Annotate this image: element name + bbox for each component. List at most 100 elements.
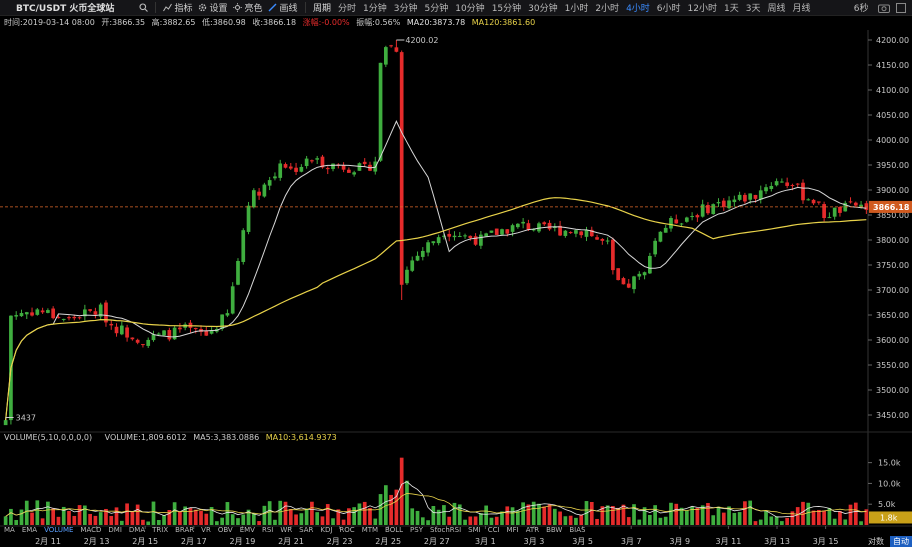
- timeframe-button[interactable]: 6小时: [656, 4, 681, 14]
- indicator-tab[interactable]: BBW: [546, 526, 563, 534]
- indicator-tab[interactable]: EMA: [21, 526, 38, 534]
- volume-bar: [251, 513, 256, 525]
- volume-bar: [405, 480, 409, 525]
- indicator-tab[interactable]: MFI: [506, 526, 519, 534]
- volume-bar: [626, 517, 631, 525]
- volume-bar: [378, 494, 383, 525]
- timeframe-button[interactable]: 3天: [745, 4, 761, 14]
- candle-body: [801, 182, 805, 201]
- timeframe-button[interactable]: 月线: [792, 4, 811, 14]
- candle-body: [426, 242, 430, 253]
- timeframe-button[interactable]: 2小时: [595, 4, 620, 14]
- candle-body: [51, 308, 56, 319]
- candle-body: [19, 313, 24, 317]
- volume-bar: [605, 505, 610, 525]
- candle-body: [780, 181, 784, 183]
- indicator-tab[interactable]: MTM: [361, 526, 379, 534]
- timeframe-button[interactable]: 15分钟: [491, 4, 522, 14]
- volume-bar: [373, 518, 378, 525]
- camera-icon[interactable]: [878, 3, 890, 13]
- timeframe-button[interactable]: 10分钟: [455, 4, 485, 14]
- candle-body: [732, 199, 737, 203]
- volume-bar: [35, 500, 40, 525]
- indicator-tab[interactable]: OBV: [217, 526, 233, 534]
- candle-body: [600, 239, 605, 241]
- indicator-tab[interactable]: TRIX: [152, 526, 169, 534]
- indicator-tab[interactable]: KDJ: [320, 526, 333, 534]
- indicator-tab[interactable]: StochRSI: [430, 526, 462, 534]
- volume-bar: [611, 505, 615, 525]
- indicator-tab[interactable]: DMA: [128, 526, 146, 534]
- volume-bar: [273, 519, 277, 525]
- fullscreen-icon[interactable]: [896, 2, 906, 13]
- volume-bar: [162, 515, 166, 525]
- log-scale-toggle[interactable]: 对数: [868, 536, 884, 546]
- x-tick-label: 2月 13: [84, 537, 110, 546]
- volume-bar: [452, 502, 457, 525]
- price-tick-label: 3650.00: [876, 311, 909, 320]
- timeframe-button[interactable]: 3分钟: [393, 4, 418, 14]
- indicator-tab[interactable]: ATR: [525, 526, 540, 534]
- indicator-tab[interactable]: BOLL: [385, 526, 404, 534]
- indicator-tab[interactable]: ROC: [339, 526, 355, 534]
- timeframe-button[interactable]: 1小时: [564, 4, 589, 14]
- timeframe-button[interactable]: 12小时: [687, 4, 717, 14]
- timeframe-button[interactable]: 1分钟: [363, 4, 387, 14]
- indicator-tab[interactable]: DMI: [108, 526, 122, 534]
- volume-bar: [769, 516, 774, 525]
- indicator-tab[interactable]: MA: [4, 526, 15, 534]
- last-price-label: 3866.18: [873, 203, 910, 212]
- volume-bar: [72, 515, 77, 525]
- indicator-tab[interactable]: PSY: [410, 526, 423, 534]
- candle-body: [288, 166, 293, 169]
- volume-bar: [310, 501, 314, 525]
- volume-bar: [278, 500, 283, 525]
- indicator-tab[interactable]: BIAS: [569, 526, 586, 534]
- indicator-tab[interactable]: VOLUME: [44, 526, 74, 534]
- candle-body: [584, 229, 589, 237]
- indicator-tab[interactable]: BRAR: [175, 526, 195, 534]
- symbol-title[interactable]: BTC/USDT 火币全球站: [16, 4, 115, 14]
- indicator-tabs: MA EMA VOLUME MACD DMI DMA TRIX BRAR VR OBV EMV RSI…: [0, 526, 588, 536]
- candle-body: [690, 216, 694, 218]
- timeframe-button[interactable]: 分时: [338, 4, 357, 14]
- toolbar-separator: [304, 2, 306, 13]
- candle-body: [135, 339, 140, 343]
- timeframe-button[interactable]: 4小时: [626, 4, 650, 14]
- indicator-tab[interactable]: SAR: [299, 526, 314, 534]
- timeframe-button[interactable]: 1天: [723, 4, 739, 14]
- indicator-tab[interactable]: RSI: [261, 526, 274, 534]
- candle-body: [674, 219, 679, 224]
- timeframe-button[interactable]: 5分钟: [424, 4, 449, 14]
- candle-body: [753, 194, 758, 199]
- candle-body: [806, 199, 811, 201]
- volume-bar: [415, 510, 420, 525]
- volume-bar: [19, 509, 24, 525]
- volume-bar: [669, 502, 673, 525]
- candle-body: [246, 205, 251, 232]
- indicator-tab[interactable]: MACD: [80, 526, 102, 534]
- timeframe-button[interactable]: 周线: [767, 4, 786, 14]
- indicator-tab[interactable]: CCI: [487, 526, 500, 534]
- volume-indicator-label[interactable]: VOLUME(5,10,0,0,0,0): [4, 433, 93, 442]
- candle-body: [479, 234, 483, 246]
- info-ma20: MA20:3873.78: [406, 18, 466, 27]
- candle-body: [209, 330, 214, 334]
- settings-button[interactable]: 设置: [195, 1, 230, 14]
- indicators-button[interactable]: 指标: [160, 1, 195, 14]
- auto-scale-toggle[interactable]: 自动: [893, 536, 909, 546]
- timeframe-button[interactable]: 30分钟: [528, 4, 558, 14]
- indicator-tab[interactable]: EMV: [239, 526, 255, 534]
- candle-body: [832, 207, 837, 217]
- indicator-tab[interactable]: VR: [201, 526, 211, 534]
- candle-body: [547, 222, 552, 230]
- draw-button[interactable]: 画线: [265, 1, 300, 14]
- indicator-tab[interactable]: WR: [280, 526, 293, 534]
- indicator-tab[interactable]: SMI: [468, 526, 481, 534]
- volume-bar: [521, 502, 525, 525]
- volume-bar: [257, 521, 261, 525]
- brightness-button[interactable]: 亮色: [230, 1, 265, 14]
- volume-bar: [600, 506, 605, 525]
- search-button[interactable]: [136, 3, 151, 12]
